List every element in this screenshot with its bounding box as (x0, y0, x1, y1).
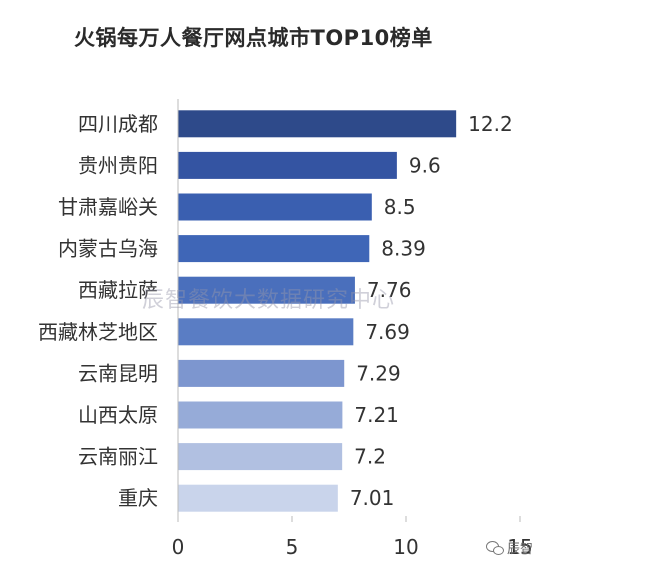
x-tick-label: 5 (286, 535, 299, 559)
category-label: 西藏拉萨 (78, 278, 158, 302)
category-label: 甘肃嘉峪关 (58, 195, 158, 219)
bars (178, 110, 457, 512)
value-labels: 12.2 9.6 8.5 8.39 7.76 7.69 7.29 7.21 7.2 7.01 (350, 112, 513, 510)
bar (178, 443, 343, 471)
value-label: 7.76 (367, 278, 412, 302)
wechat-icon (486, 540, 504, 555)
category-label: 重庆 (118, 486, 158, 510)
category-label: 山西太原 (78, 403, 158, 427)
x-tick-label: 10 (393, 535, 418, 559)
value-label: 8.39 (381, 237, 426, 261)
corner-watermark-text: 辰智 (507, 542, 534, 557)
category-label: 云南丽江 (78, 445, 158, 469)
category-label: 西藏林芝地区 (38, 320, 158, 344)
value-label: 7.01 (350, 486, 395, 510)
category-label: 云南昆明 (78, 361, 158, 385)
x-axis: 0 5 10 15 (172, 99, 533, 559)
bar (178, 318, 354, 346)
bar (178, 151, 397, 179)
value-label: 8.5 (384, 195, 416, 219)
bar (178, 276, 355, 304)
x-tick-label: 0 (172, 535, 185, 559)
bar (178, 193, 372, 221)
bar (178, 359, 345, 387)
corner-watermark: 辰智 (486, 538, 533, 557)
value-label: 7.21 (354, 403, 399, 427)
chart-title: 火锅每万人餐厅网点城市TOP10榜单 (74, 26, 433, 50)
category-label: 四川成都 (78, 112, 158, 136)
value-label: 7.2 (354, 445, 386, 469)
category-label: 贵州贵阳 (78, 153, 158, 177)
category-label: 内蒙古乌海 (58, 237, 158, 261)
value-label: 12.2 (468, 112, 513, 136)
x-tick-label: 15 (507, 535, 532, 559)
background-watermark: 辰智餐饮大数据研究中心 (142, 288, 396, 313)
category-labels: 四川成都贵州贵阳甘肃嘉峪关内蒙古乌海西藏拉萨西藏林芝地区云南昆明山西太原云南丽江… (38, 112, 158, 510)
value-label: 7.69 (365, 320, 410, 344)
value-label: 7.29 (356, 361, 401, 385)
value-label: 9.6 (409, 153, 441, 177)
bar (178, 484, 338, 512)
bar (178, 401, 343, 429)
bar (178, 110, 457, 138)
bar (178, 235, 370, 263)
